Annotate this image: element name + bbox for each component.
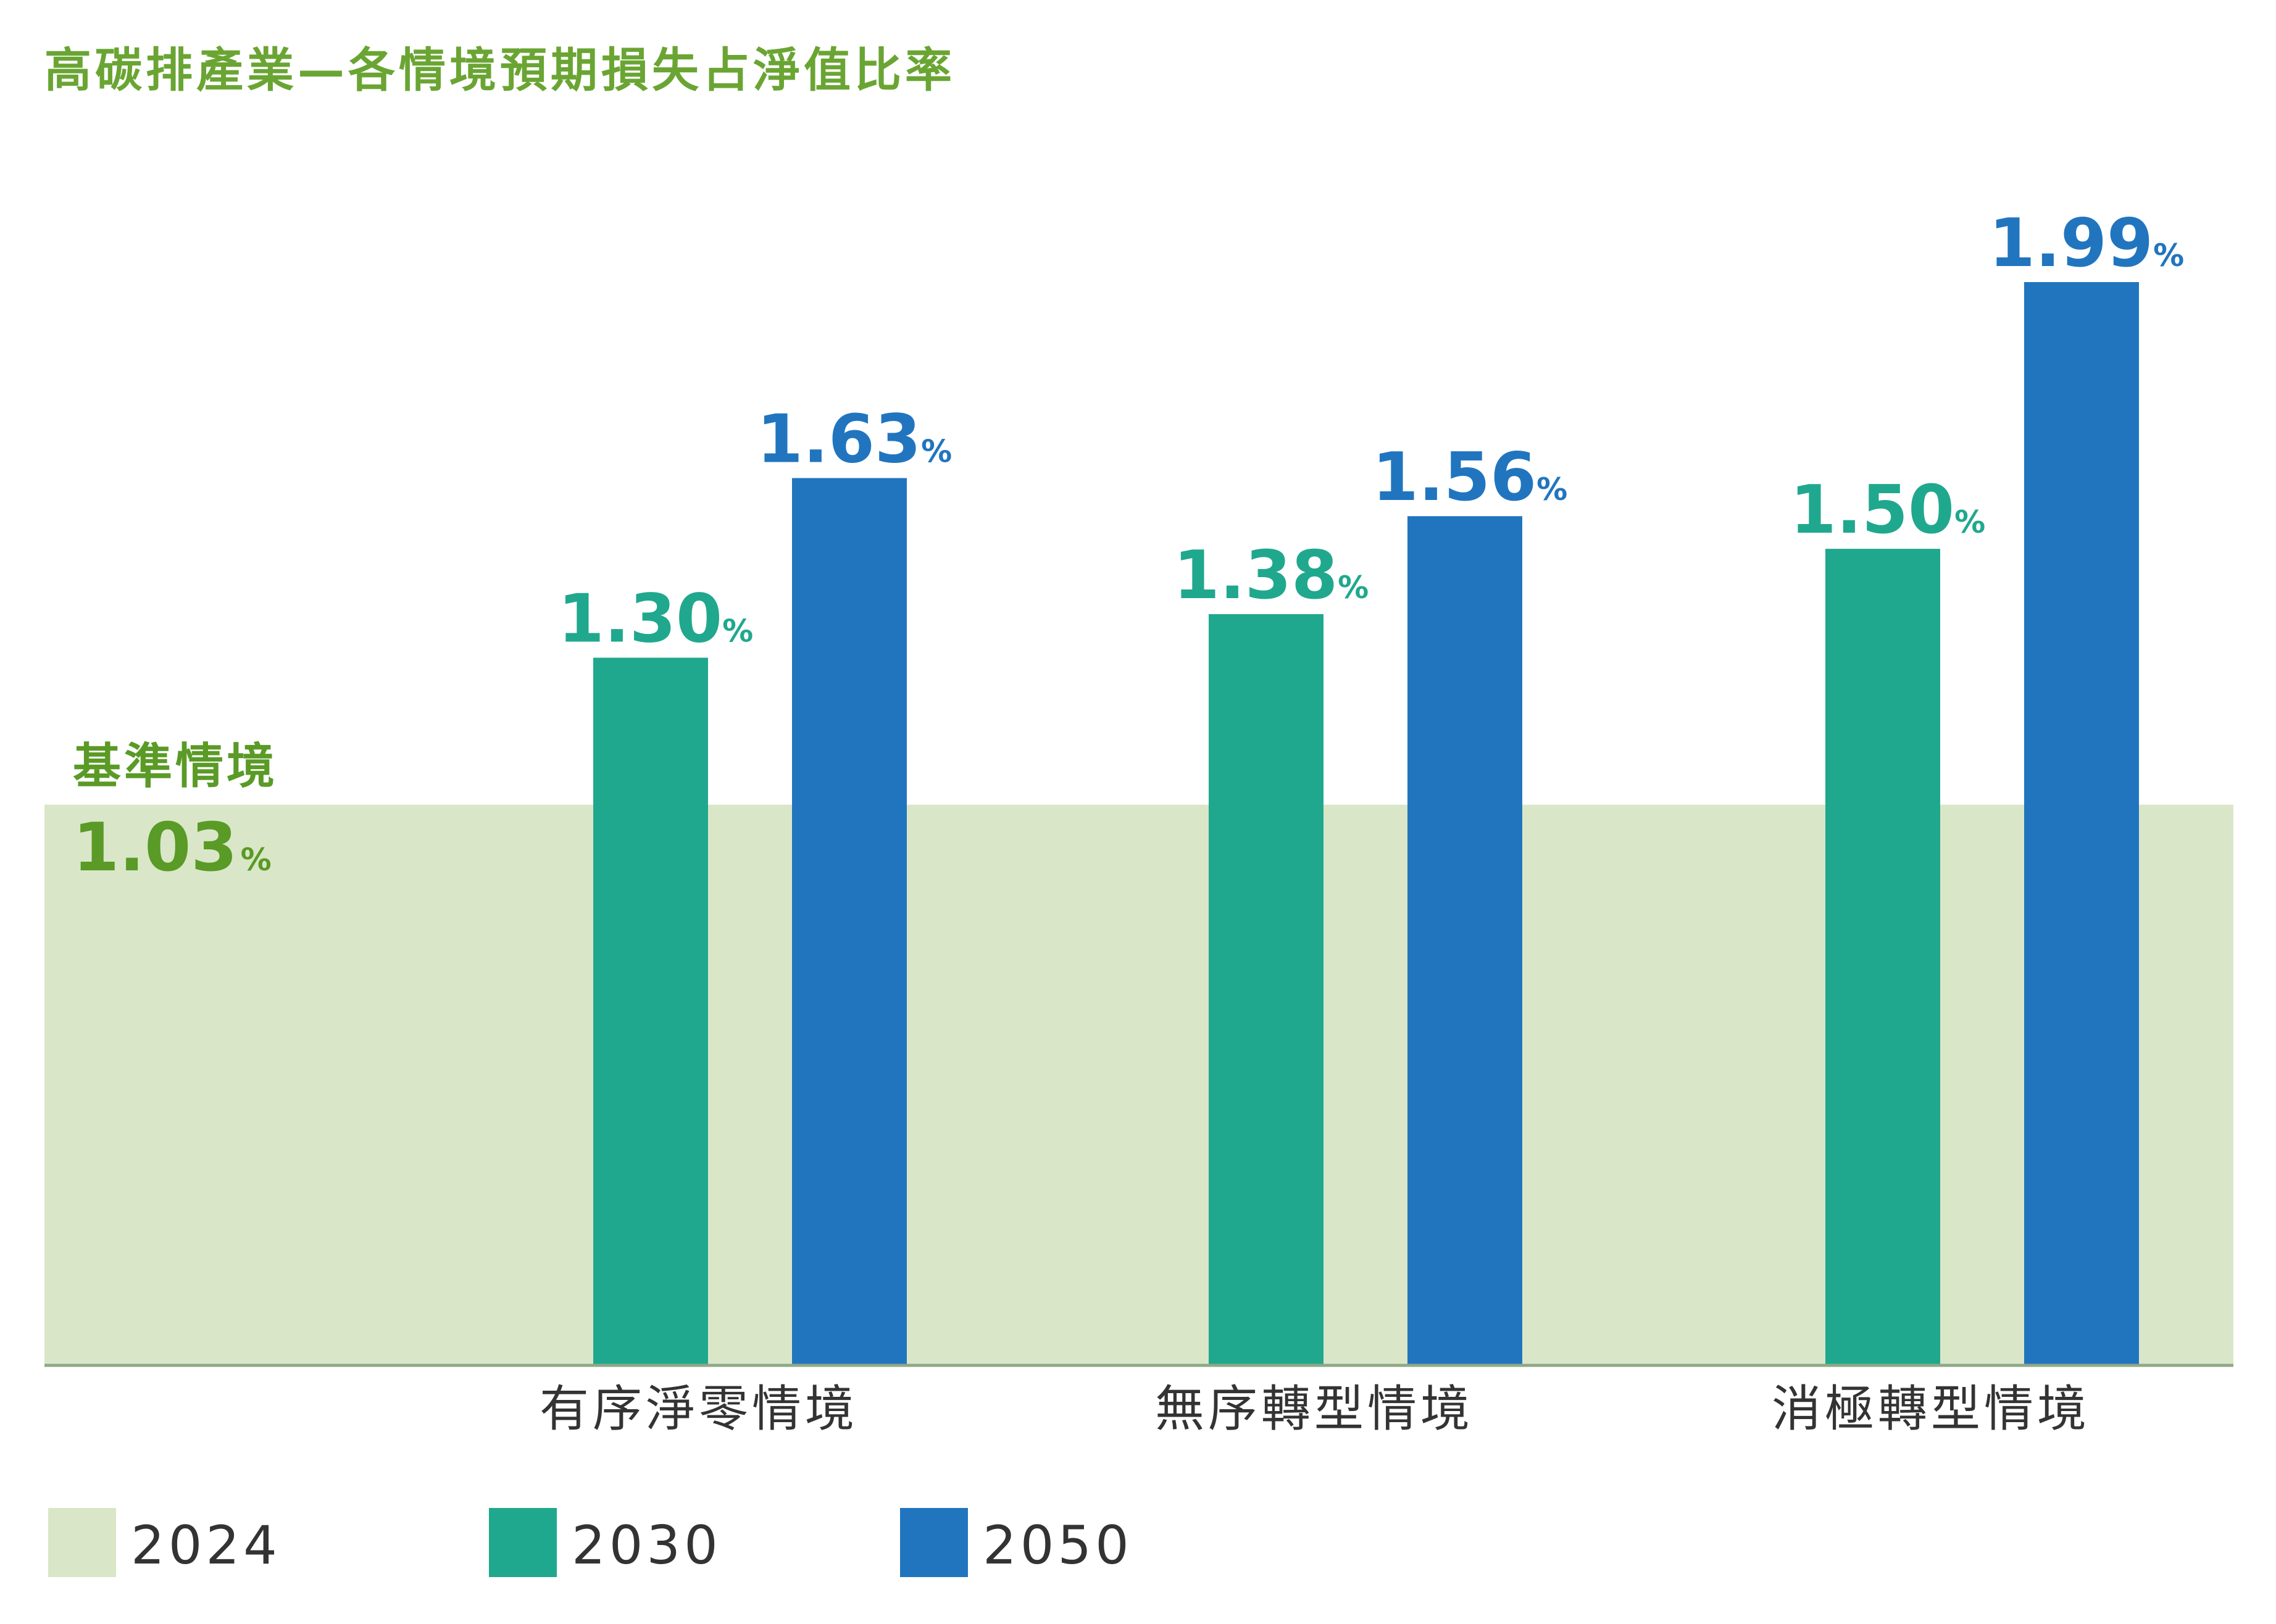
value-label-unit: % (921, 433, 952, 469)
value-label-2030-1: 1.30% (558, 581, 754, 658)
value-label-unit: % (722, 614, 753, 649)
value-label-number: 1.50 (1790, 472, 1954, 549)
value-label-number: 1.99 (1989, 205, 2153, 282)
value-label-number: 1.38 (1173, 537, 1338, 614)
legend-swatch-2024 (48, 1508, 116, 1577)
bar-2050-1 (792, 478, 907, 1365)
value-label-2030-2: 1.38% (1173, 537, 1369, 614)
legend-swatch-2030 (489, 1508, 557, 1577)
legend-swatch-2050 (900, 1508, 968, 1577)
category-label-1: 有序淨零情境 (540, 1380, 858, 1438)
bar-2030-3 (1825, 549, 1940, 1366)
value-label-2050-3: 1.99% (1989, 205, 2185, 282)
legend-label-2024: 2024 (131, 1515, 281, 1576)
value-label-number: 1.56 (1372, 439, 1536, 516)
baseline-value-label: 1.03 % (73, 809, 272, 886)
value-label-unit: % (1536, 472, 1567, 507)
value-label-number: 1.30 (558, 581, 722, 658)
baseline-label: 基準情境 (73, 739, 278, 794)
category-labels: 有序淨零情境 無序轉型情境 消極轉型情境 (540, 1380, 2090, 1438)
chart-title: 高碳排產業—各情境預期損失占淨值比率 (44, 43, 956, 98)
value-label-number: 1.63 (757, 401, 921, 478)
value-labels-layer: 1.30%1.38%1.50%1.63% 1.56%1.99% (558, 205, 2185, 658)
bar-2030-2 (1209, 614, 1323, 1365)
legend: 2024 2030 2050 (48, 1508, 1133, 1577)
legend-label-2030: 2030 (572, 1515, 722, 1576)
legend-label-2050: 2050 (983, 1515, 1133, 1576)
value-label-unit: % (1338, 570, 1369, 606)
baseline-value-number: 1.03 (73, 809, 237, 886)
value-label-2030-3: 1.50% (1790, 472, 1986, 549)
value-label-2050-2: 1.56% (1372, 439, 1568, 516)
bar-2050-2 (1407, 516, 1522, 1366)
value-label-unit: % (1954, 504, 1985, 540)
value-label-2050-1: 1.63% (757, 401, 953, 478)
category-label-3: 消極轉型情境 (1772, 1380, 2090, 1438)
bars-layer (593, 282, 2139, 1366)
bar-2030-1 (593, 657, 708, 1365)
category-label-2: 無序轉型情境 (1155, 1380, 1474, 1438)
baseline-value-unit: % (241, 842, 272, 878)
value-label-unit: % (2153, 238, 2184, 273)
bar-2050-3 (2024, 282, 2139, 1365)
